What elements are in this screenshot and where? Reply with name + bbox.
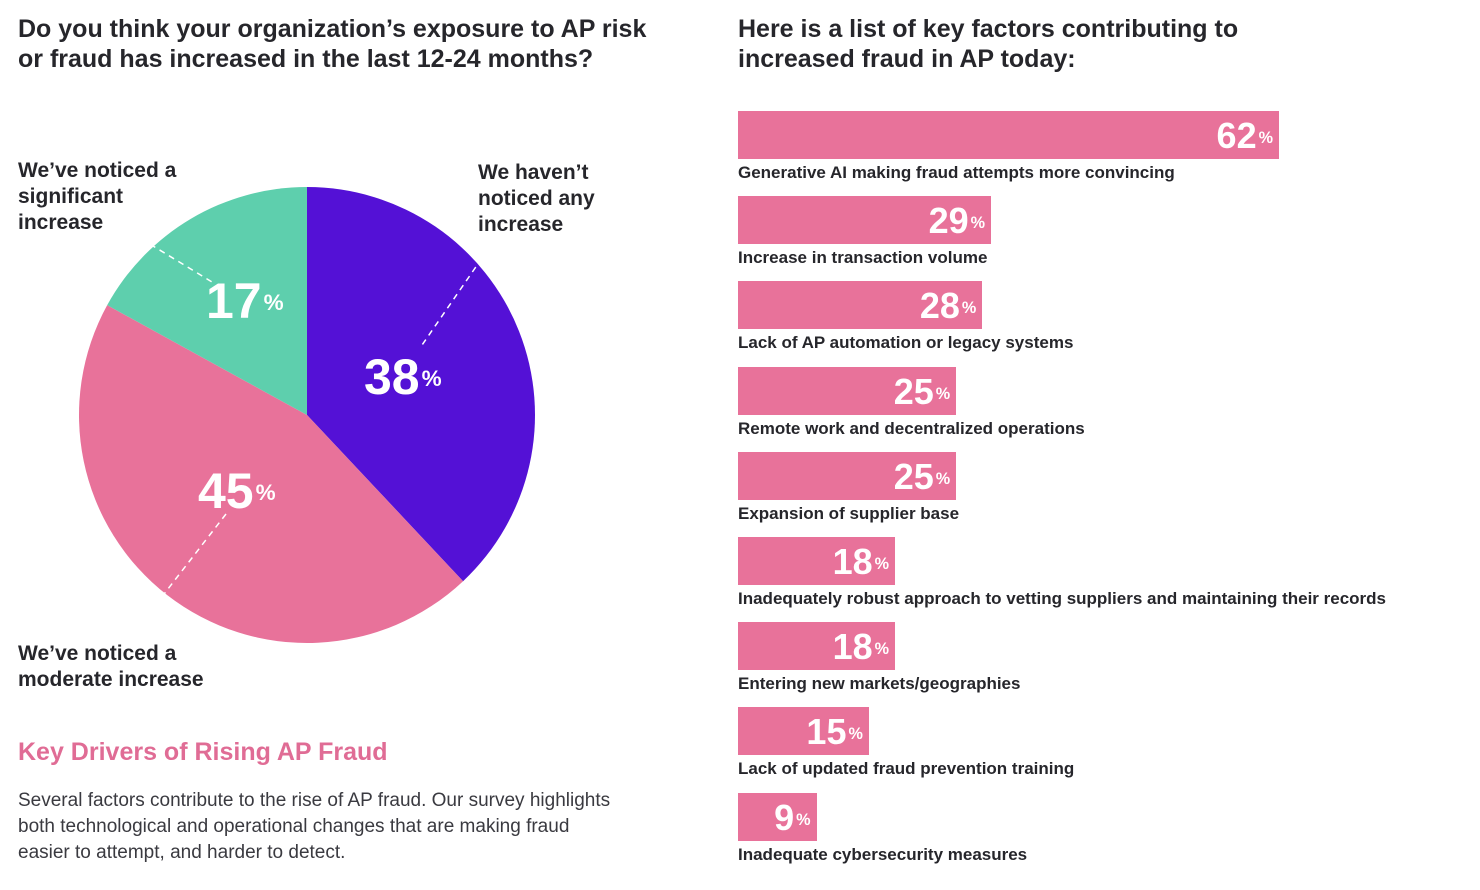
- bar-row: 18% Entering new markets/geographies: [738, 622, 1468, 702]
- bar-category-label: Generative AI making fraud attempts more…: [738, 163, 1175, 182]
- bar-category-label: Expansion of supplier base: [738, 503, 960, 523]
- bar-row: 15% Lack of updated fraud prevention trai…: [738, 707, 1468, 787]
- bar: 62%: [738, 111, 1279, 159]
- bar-category-label: Increase in transaction volume: [738, 248, 988, 268]
- pie-slice-significant: [107, 187, 307, 415]
- bar-value-label: 9%: [774, 796, 811, 838]
- bar-row: 29% Increase in transaction volume: [738, 196, 1468, 276]
- bar-category-label: Inadequate cybersecurity measures: [738, 844, 1028, 864]
- bar: 28%: [738, 281, 983, 330]
- bar-row: 9% Inadequate cybersecurity measures: [738, 792, 1468, 873]
- bar-row: 25% Remote work and decentralized operati…: [738, 366, 1468, 447]
- bar-value-label: 29%: [928, 200, 986, 242]
- bar-row: 62% Generative AI making fraud attempts m…: [738, 111, 1468, 191]
- bar: 25%: [738, 451, 957, 500]
- bar-value-label: 15%: [806, 711, 863, 753]
- bar-category-label: Lack of AP automation or legacy systems: [738, 333, 1074, 353]
- leader-moderate: [129, 513, 227, 639]
- pie-question-title: Do you think your organization’s exposur…: [18, 15, 647, 73]
- bar-value-label: 25%: [893, 370, 951, 412]
- bar-value-label: 28%: [919, 285, 977, 327]
- bar: 18%: [738, 537, 896, 585]
- pie-slice-moderate: [79, 305, 464, 643]
- pie-slice-none: [307, 187, 535, 582]
- bar: 18%: [738, 622, 896, 671]
- pie-label-moderate: We’ve noticed a moderate increase: [18, 642, 204, 691]
- bar: 9%: [738, 792, 817, 841]
- pie-value-none: 38%: [364, 349, 442, 405]
- bar-row: 25% Expansion of supplier base: [738, 451, 1468, 532]
- bar-category-label: Lack of updated fraud prevention trainin…: [738, 759, 1075, 779]
- bar-category-label: Entering new markets/geographies: [738, 674, 1021, 694]
- pie-value-moderate: 45%: [198, 463, 276, 519]
- bar-value-label: 62%: [1216, 115, 1273, 156]
- section-body: Several factors contribute to the rise o…: [18, 790, 611, 863]
- bar: 25%: [738, 366, 957, 415]
- bar-category-label: Remote work and decentralized operations: [738, 418, 1085, 438]
- bar-chart-title: Here is a list of key factors contributi…: [738, 15, 1239, 73]
- pie-label-none: We haven’t noticed any increase: [478, 161, 595, 236]
- bar-row: 28% Lack of AP automation or legacy syste…: [738, 281, 1468, 361]
- section-heading: Key Drivers of Rising AP Fraud: [18, 738, 388, 766]
- bar-row: 18% Inadequately robust approach to vetti…: [738, 537, 1468, 617]
- bar-value-label: 25%: [893, 455, 951, 497]
- bar: 15%: [738, 707, 869, 756]
- leader-none: [419, 257, 483, 349]
- bar-value-label: 18%: [832, 626, 890, 668]
- bar-category-label: Inadequately robust approach to vetting …: [738, 589, 1386, 608]
- pie-value-significant: 17%: [206, 273, 284, 329]
- pie-label-significant: We’ve noticed a significant increase: [18, 159, 177, 234]
- bar: 29%: [738, 196, 992, 245]
- pie-chart: [79, 187, 535, 643]
- bar-value-label: 18%: [832, 541, 890, 582]
